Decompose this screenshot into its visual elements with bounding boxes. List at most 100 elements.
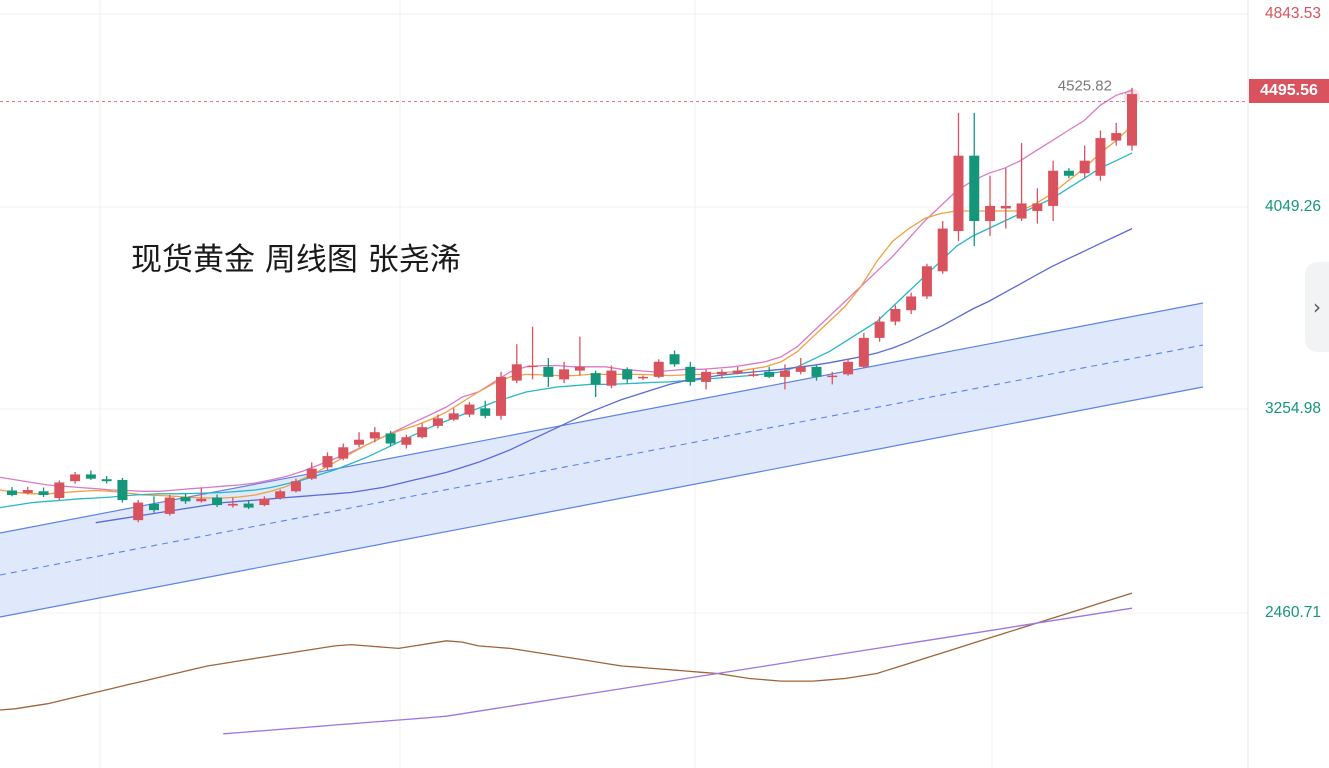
candle-body <box>180 497 191 502</box>
candle <box>637 375 648 380</box>
y-tick-label: 4843.53 <box>1264 5 1321 22</box>
candle-body <box>496 376 507 416</box>
candle-body <box>669 354 680 365</box>
candle <box>101 476 112 484</box>
candle <box>716 369 727 379</box>
candle <box>1048 160 1059 222</box>
channel-fill <box>0 303 1203 617</box>
last-price-line <box>0 88 1248 105</box>
candle <box>259 496 270 507</box>
candle-body <box>748 374 759 376</box>
last-price-glow <box>1124 88 1140 105</box>
candle-body <box>338 447 349 459</box>
candle <box>874 316 885 342</box>
candle <box>38 487 49 498</box>
candle <box>574 336 585 376</box>
candle-body <box>417 427 428 438</box>
candle-body <box>275 491 286 499</box>
candle <box>275 489 286 500</box>
candle <box>385 430 396 447</box>
candle <box>417 423 428 439</box>
candle-body <box>306 468 317 479</box>
candle <box>85 470 96 480</box>
candle <box>227 497 238 508</box>
candle-body <box>133 502 144 521</box>
trend-channel <box>0 302 1204 618</box>
candle <box>543 358 554 387</box>
candle <box>843 359 854 376</box>
candle-body <box>22 490 33 494</box>
candle-body <box>227 503 238 506</box>
chart-grid <box>0 0 1249 768</box>
candle <box>22 486 33 495</box>
candle <box>117 477 128 503</box>
y-tick-label: 2460.71 <box>1264 604 1321 621</box>
channel-upper <box>0 302 1204 534</box>
candle-body <box>969 155 980 222</box>
candle-body <box>148 503 159 511</box>
chart-title: 现货黄金 周线图 张尧浠 <box>131 242 461 278</box>
candle-body <box>432 418 443 426</box>
candle-body <box>811 366 822 377</box>
candle-body <box>890 309 901 322</box>
candle <box>827 371 838 385</box>
candle <box>890 305 901 326</box>
candle-body <box>85 474 96 479</box>
candle <box>1079 145 1090 179</box>
candle-body <box>716 371 727 375</box>
candle <box>496 371 507 420</box>
candle <box>180 493 191 504</box>
chevron-right-icon[interactable]: › <box>1305 262 1329 352</box>
candle-body <box>38 491 49 496</box>
candle-body <box>7 490 17 496</box>
candle <box>590 370 601 397</box>
candle-body <box>369 432 380 439</box>
candle <box>54 480 65 501</box>
candle <box>369 427 380 443</box>
candle-body <box>653 361 664 377</box>
candle-body <box>1095 138 1106 176</box>
candle <box>306 462 317 480</box>
candle <box>606 365 617 389</box>
candle <box>921 263 932 299</box>
candle-body <box>354 439 365 445</box>
candle <box>1095 130 1106 181</box>
candle-body <box>543 366 554 377</box>
candle-body <box>590 373 601 385</box>
candle-body <box>448 413 459 420</box>
candle <box>811 365 822 381</box>
candle-body <box>1127 94 1137 146</box>
candle-body <box>1079 160 1090 174</box>
candle-body <box>70 474 81 482</box>
candle-body <box>874 321 885 338</box>
candle-body <box>858 337 869 367</box>
candle-body <box>606 370 617 386</box>
candle-body <box>322 456 333 468</box>
candle-body <box>843 361 854 375</box>
peak-price-label: 4525.82 <box>1057 77 1112 95</box>
candle <box>953 112 964 242</box>
candle <box>1032 188 1043 224</box>
candle-body <box>385 433 396 444</box>
candle-body <box>527 365 538 368</box>
candle <box>858 332 869 369</box>
candle <box>1063 168 1074 179</box>
candle <box>7 486 17 497</box>
candle-body <box>685 366 696 382</box>
candle <box>70 471 81 484</box>
y-tick-label: 3254.98 <box>1264 400 1321 417</box>
candle <box>1000 168 1011 229</box>
candle <box>164 495 175 516</box>
candle-body <box>906 296 917 311</box>
candle <box>906 292 917 315</box>
candle-body <box>401 437 412 445</box>
candle <box>480 400 491 419</box>
candle <box>748 369 759 377</box>
candle <box>669 350 680 367</box>
candle-body <box>559 369 570 380</box>
candlesticks <box>7 87 1137 523</box>
candle-body <box>480 408 491 416</box>
candle <box>448 408 459 421</box>
candle <box>432 414 443 429</box>
